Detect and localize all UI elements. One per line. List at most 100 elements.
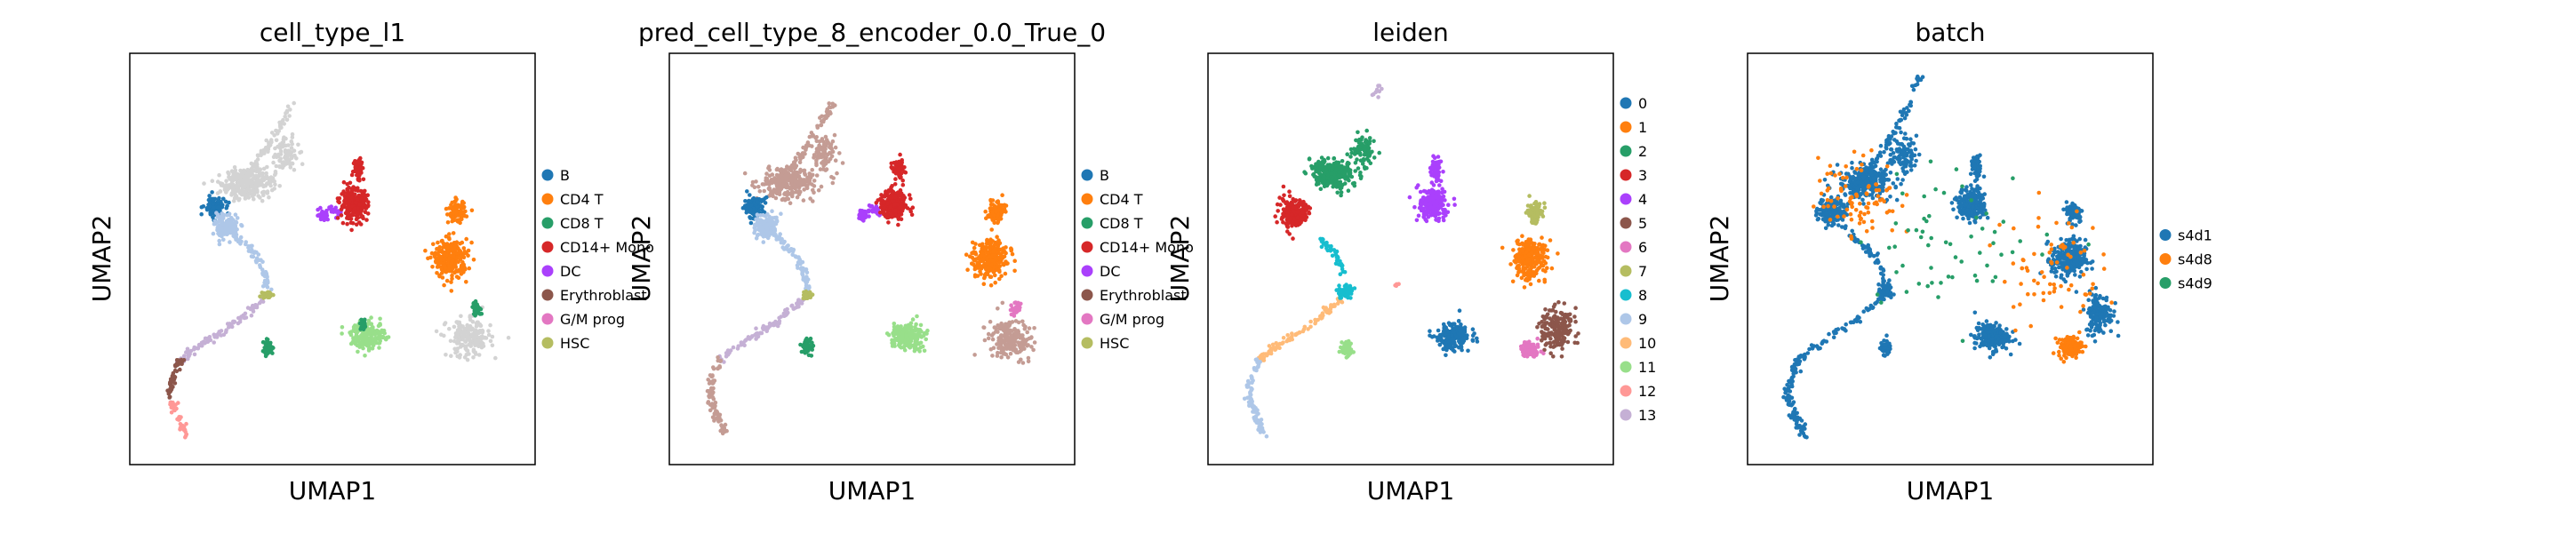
cell-point (900, 182, 906, 187)
cell-point (999, 345, 1004, 349)
cell-point (816, 187, 821, 193)
cell-point (471, 355, 476, 360)
cell-point (999, 354, 1004, 360)
cell-point (322, 218, 327, 222)
cell-point (203, 341, 207, 346)
cell-point (775, 179, 780, 184)
cell-point (459, 272, 464, 276)
cell-point (743, 338, 748, 343)
cell-point (283, 115, 288, 119)
cell-point (899, 175, 903, 179)
cell-point (354, 222, 359, 227)
cell-point (376, 341, 381, 346)
cell-point (898, 187, 903, 193)
cell-point (1357, 145, 1363, 149)
cell-point (224, 328, 228, 333)
cell-point (982, 275, 987, 281)
legend-label: CD14+ Mono (560, 239, 654, 256)
cell-point (356, 188, 360, 193)
cell-point (785, 182, 789, 187)
cell-point (469, 240, 474, 245)
cell-point (783, 168, 788, 172)
cell-point (804, 186, 810, 191)
cell-point (466, 335, 470, 339)
cell-point (1252, 366, 1257, 371)
cell-point (201, 204, 206, 209)
cell-point (776, 187, 780, 193)
cell-point (181, 425, 187, 430)
cell-point (366, 331, 372, 337)
cell-point (821, 163, 826, 168)
cell-point (252, 168, 257, 173)
cell-point (1293, 332, 1299, 337)
cell-point (801, 155, 805, 160)
cell-point (444, 242, 450, 246)
cell-point (1009, 248, 1013, 253)
cell-point (372, 338, 377, 342)
cell-point (211, 231, 216, 236)
cell-point (837, 151, 842, 155)
cell-point (454, 210, 459, 214)
y-axis-label: UMAP2 (627, 215, 656, 303)
cell-point (450, 273, 454, 278)
cell-point (1274, 341, 1278, 346)
cell-point (377, 346, 381, 350)
cell-point (219, 183, 224, 187)
cell-point (467, 352, 471, 356)
cell-point (817, 151, 821, 156)
cell-point (249, 167, 254, 171)
cell-point (436, 240, 440, 245)
cell-point (446, 266, 452, 272)
cell-point (1001, 209, 1006, 213)
cell-point (723, 422, 728, 427)
cell-point (1002, 334, 1007, 338)
cell-point (356, 170, 361, 174)
cell-point (355, 327, 359, 331)
cell-point (287, 114, 292, 118)
cell-point (431, 242, 436, 247)
cell-point (830, 139, 836, 144)
cell-point (1373, 90, 1379, 95)
cell-point (229, 193, 234, 197)
cell-point (1313, 319, 1318, 324)
cell-point (874, 204, 879, 209)
cell-point (249, 161, 254, 166)
cell-point (460, 343, 466, 348)
cell-point (1027, 326, 1032, 330)
cell-point (349, 227, 354, 233)
cell-point (169, 410, 174, 415)
cell-point (910, 317, 916, 322)
cell-point (1006, 338, 1011, 344)
cell-point (233, 230, 238, 235)
legend-label: B (560, 167, 570, 184)
cell-point (178, 422, 183, 426)
cell-point (993, 280, 997, 285)
cell-point (788, 201, 793, 205)
cell-point (224, 179, 228, 183)
cell-point (267, 144, 271, 149)
cell-point (461, 331, 466, 336)
cell-point (449, 280, 453, 284)
cell-point (891, 330, 895, 336)
cell-point (199, 341, 204, 346)
cell-point (506, 335, 511, 340)
cell-point (461, 204, 467, 210)
legend-marker (1081, 193, 1093, 205)
cell-point (1256, 362, 1261, 367)
cell-point (711, 366, 716, 371)
cell-point (381, 335, 386, 340)
cell-point (1301, 327, 1307, 332)
cell-point (1336, 256, 1340, 260)
cell-point (466, 330, 471, 336)
cell-point (889, 211, 893, 217)
cell-point (988, 246, 992, 251)
cell-point (217, 238, 221, 243)
cell-point (979, 266, 984, 271)
cell-point (830, 180, 836, 186)
cell-point (218, 231, 222, 236)
cell-point (1248, 396, 1253, 401)
cell-point (983, 209, 988, 214)
cell-point (764, 181, 769, 187)
